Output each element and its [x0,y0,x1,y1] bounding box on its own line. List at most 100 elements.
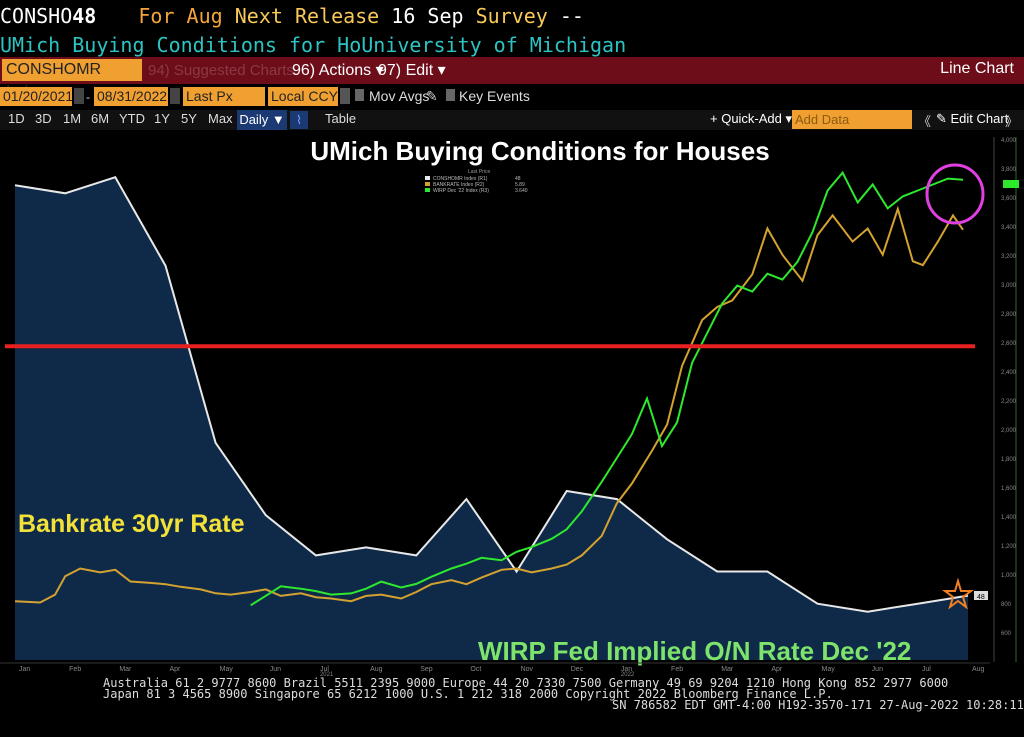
right-axis-tick-label: 2,600 [1001,341,1017,347]
x-axis-tick-label: Apr [169,666,181,673]
survey-value: -- [559,4,584,28]
right-axis-tick-label: 3,600 [1001,196,1017,202]
period-1y[interactable]: 1Y [154,111,170,126]
right-axis-tick-label: 3,800 [1001,167,1017,173]
edit-chart-button[interactable]: ✎ Edit Chart [936,111,1009,126]
description-right: University of Michigan [361,33,627,57]
calendar-icon[interactable] [74,88,84,104]
start-date-field[interactable]: 01/20/2021 [0,87,73,106]
x-axis-tick-label: Jun [872,666,883,673]
star-icon [942,577,974,610]
period-max[interactable]: Max [208,111,233,126]
x-axis-tick-label: Mar [119,666,132,673]
chart-line-icon[interactable]: ⌇ [290,111,308,129]
x-axis-tick-label: Jun [270,666,281,673]
footer-line-3: SN 786582 EDT GMT-4:00 H192-3570-171 27-… [612,698,1024,712]
release-date: 16 Sep [391,4,464,28]
right-axis-tick-label: 3,000 [1001,283,1017,289]
period-1d[interactable]: 1D [8,111,25,126]
x-axis-tick-label: Nov [521,666,534,673]
period-6m[interactable]: 6M [91,111,110,126]
x-axis-tick-label: Feb [671,666,683,673]
x-axis-year-label: 2022 [621,672,635,676]
right-axis-tick-label: 1,600 [1001,486,1017,492]
last-value-tag-text: 48 [977,594,985,601]
survey-label: Survey [475,4,548,28]
wirp-annotation: WIRP Fed Implied O/N Rate Dec '22 [478,636,911,666]
x-axis-tick-label: Apr [771,666,783,673]
x-axis-tick-label: Jul [922,666,931,673]
function-toolbar [0,57,1024,84]
period-5y[interactable]: 5Y [181,111,197,126]
suggested-charts-button[interactable]: 94) Suggested Charts [148,62,294,79]
footer-line-2: Japan 81 3 4565 8900 Singapore 65 6212 1… [103,687,833,701]
pencil-icon[interactable]: ✎ [426,88,438,104]
legend-wirp-label: WIRP Dec '22 Index (R3) [433,188,489,194]
legend-consho-value: 48 [515,176,521,182]
x-axis-tick-label: Aug [370,666,383,673]
chart-title: UMich Buying Conditions for Houses [310,136,769,166]
right-axis-tick-label: 1,200 [1001,544,1017,550]
frequency-select[interactable]: Daily ▼ [237,110,287,130]
description-left: UMich Buying Conditions for Ho [0,33,362,57]
date-separator: - [86,90,90,104]
dropdown-arrow-icon[interactable] [340,88,350,104]
calendar-icon[interactable] [170,88,180,104]
legend-bankrate-value: 5.89 [515,182,525,188]
actions-menu[interactable]: 96) Actions ▾ [292,62,384,79]
x-axis-tick-label: Jul [320,666,329,673]
checkbox-icon[interactable] [446,89,455,101]
right-axis-tick-label: 1,000 [1001,573,1017,579]
edit-menu[interactable]: 97) Edit ▾ [378,62,446,79]
next-release-label: Next Release [234,4,380,28]
x-axis-tick-label: Mar [721,666,734,673]
x-axis-tick-label: Jan [19,666,30,673]
x-axis-tick-label: Feb [69,666,81,673]
legend-swatch-consho [425,176,430,180]
checkbox-icon[interactable] [355,89,364,101]
x-axis-tick-label: Oct [470,666,481,673]
security-header: CONSHO48 For Aug Next Release 16 Sep Sur… [0,4,1024,28]
legend-consho-label: CONSHOMR Index (R1) [433,176,488,182]
bankrate-annotation: Bankrate 30yr Rate [18,510,245,538]
right-axis-labels: 4,000 3,800 3,600 3,400 3,200 3,000 2,800 2,600… [1001,138,1017,637]
x-axis-tick-label: May [822,666,836,673]
last-value-tag [974,591,988,600]
price-type-select[interactable]: Last Px [183,87,265,106]
right-axis-tick-label: 2,200 [1001,399,1017,405]
add-data-input[interactable]: Add Data [792,110,912,129]
x-axis-labels: Jan Feb Mar Apr May Jun Jul Aug Sep Oct Nov Dec Jan F… [19,666,985,676]
highlight-circle [925,163,985,225]
currency-select[interactable]: Local CCY [268,87,338,106]
bankrate-series-line [14,205,964,604]
chart-type-label: Line Chart [940,60,1014,77]
right-axis-tick-label: 2,000 [1001,428,1017,434]
period-3d[interactable]: 3D [35,111,52,126]
x-axis-tick-label: Sep [420,666,433,673]
right-axis-tick-label: 4,000 [1001,138,1017,144]
period-ytd[interactable]: YTD [119,111,145,126]
legend-swatch-wirp [425,188,430,192]
mov-avgs-toggle[interactable]: Mov Avgs [369,88,430,104]
period-1m[interactable]: 1M [63,111,82,126]
last-value: 48 [72,4,97,28]
end-date-field[interactable]: 08/31/2022 [94,87,168,106]
x-axis-tick-label: Dec [571,666,584,673]
x-axis-tick-label: May [220,666,234,673]
consho-series-line [14,175,969,613]
legend-wirp-value: 3.640 [515,188,528,194]
right-axis-tick-label: 2,800 [1001,312,1017,318]
wirp-series-line [250,170,964,607]
right-axis-tick-label: 1,400 [1001,515,1017,521]
collapse-icon[interactable]: 《 [918,114,932,129]
index-field[interactable]: CONSHOMR Index [2,59,142,100]
wirp-axis-tag [1003,180,1019,188]
x-axis-year-label: 2021 [320,672,334,676]
key-events-toggle[interactable]: Key Events [459,88,530,104]
table-button[interactable]: Table [325,111,357,126]
quick-add-button[interactable]: + Quick-Add ▾ [710,111,793,126]
ticker-code: CONSHO [0,4,73,28]
legend-box: Last Price CONSHOMR Index (R1) 48 BANKRA… [425,169,528,194]
expand-icon[interactable]: 》 [1005,114,1019,129]
consho-area-fill [15,177,968,660]
